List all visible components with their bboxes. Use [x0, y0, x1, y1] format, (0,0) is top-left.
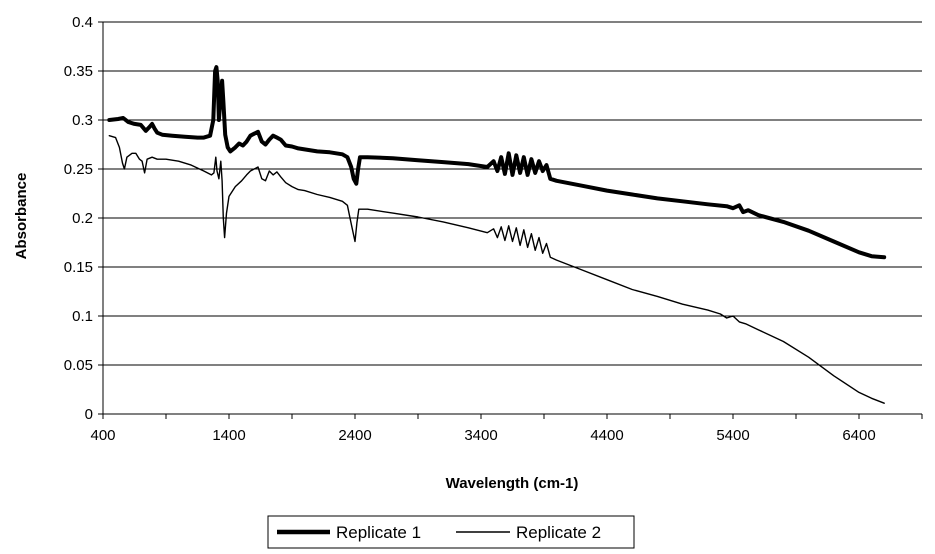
x-tick-label-4: 4400 [590, 427, 623, 444]
x-tick-label-0: 400 [90, 427, 115, 444]
y-tick-label-1: 0.05 [64, 357, 93, 374]
y-tick-label-3: 0.15 [64, 259, 93, 276]
legend: Replicate 1 Replicate 2 [267, 515, 635, 549]
y-axis-title: Absorbance [13, 173, 30, 260]
axes [98, 21, 923, 419]
x-tick-labels: 400 1400 2400 3400 4400 5400 6400 [90, 427, 875, 444]
y-tick-label-8: 0.4 [72, 14, 93, 31]
y-tick-label-5: 0.25 [64, 161, 93, 178]
y-tick-labels: 0 0.05 0.1 0.15 0.2 0.25 0.3 0.35 0.4 [64, 14, 93, 423]
y-tick-label-6: 0.3 [72, 112, 93, 129]
y-tick-label-4: 0.2 [72, 210, 93, 227]
x-tick-label-5: 5400 [716, 427, 749, 444]
series-line-replicate-2 [108, 135, 885, 404]
legend-label-replicate-1: Replicate 1 [336, 523, 421, 542]
legend-label-replicate-2: Replicate 2 [516, 523, 601, 542]
series-line-replicate-1 [107, 65, 887, 260]
plot-series [107, 65, 887, 404]
y-tick-label-7: 0.35 [64, 63, 93, 80]
x-tick-label-1: 1400 [212, 427, 245, 444]
y-tick-label-2: 0.1 [72, 308, 93, 325]
y-tick-label-0: 0 [85, 406, 93, 423]
x-tick-label-6: 6400 [842, 427, 875, 444]
x-axis-title: Wavelength (cm-1) [446, 475, 579, 492]
x-tick-label-2: 2400 [338, 427, 371, 444]
grid-lines [103, 21, 922, 366]
x-tick-label-3: 3400 [464, 427, 497, 444]
